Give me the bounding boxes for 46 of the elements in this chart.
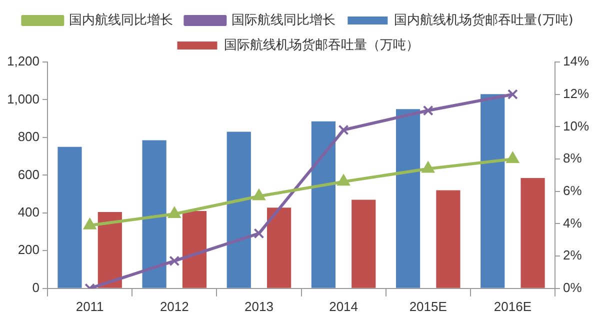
- y2-tick-label: 14%: [562, 54, 590, 69]
- y-tick-label: 800: [18, 129, 40, 144]
- y-tick-label: 200: [18, 242, 40, 258]
- x-tick-label: 2014: [329, 298, 358, 314]
- x-tick-label: 2011: [76, 298, 104, 314]
- y2-tick-label: 6%: [562, 182, 582, 198]
- point: [168, 207, 181, 218]
- y2-tick-label: 4%: [562, 215, 582, 230]
- x-tick-label: 2015E: [409, 298, 448, 314]
- point: [506, 152, 519, 164]
- bar: [311, 121, 336, 288]
- legend-label: 国内航线同比增长: [69, 12, 174, 28]
- y-tick-label: 400: [18, 204, 40, 220]
- bar: [520, 178, 545, 288]
- point: [507, 89, 518, 100]
- y2-tick-label: 12%: [562, 86, 590, 101]
- y-tick-label: 0: [32, 280, 40, 295]
- bar: [98, 212, 122, 288]
- y-tick-label: 600: [18, 166, 40, 182]
- bar: [480, 94, 505, 288]
- point: [422, 105, 434, 116]
- x-tick-label: 2013: [244, 298, 274, 314]
- point: [252, 189, 266, 200]
- legend-label: 国际航线同比增长: [232, 12, 336, 28]
- bar: [226, 132, 251, 288]
- point: [338, 124, 349, 136]
- y-tick-label: 1,200: [6, 54, 40, 69]
- y2-tick-label: 0%: [562, 280, 582, 295]
- legend-label: 国际航线机场货邮吞吐量（万吨）: [224, 38, 419, 53]
- legend-label: 国内航线机场货邮吞吐量(万吨): [394, 12, 574, 28]
- bar: [267, 208, 292, 288]
- bar: [142, 140, 166, 288]
- y2-tick-label: 8%: [562, 150, 582, 166]
- bar: [436, 190, 460, 288]
- bar: [396, 109, 420, 288]
- x-tick-label: 2012: [160, 298, 189, 314]
- x-tick-label: 2016E: [494, 298, 532, 314]
- point: [422, 162, 434, 173]
- y2-tick-label: 2%: [562, 248, 582, 263]
- bar: [58, 146, 82, 288]
- bar: [182, 211, 207, 288]
- y-tick-label: 1,000: [6, 91, 40, 106]
- point: [84, 218, 96, 230]
- y2-tick-label: 10%: [562, 118, 590, 134]
- point: [337, 174, 350, 186]
- bar: [352, 200, 376, 288]
